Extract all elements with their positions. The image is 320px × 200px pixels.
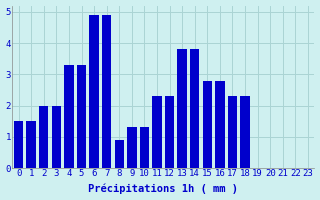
Bar bbox=[152, 96, 162, 168]
Bar bbox=[165, 96, 174, 168]
X-axis label: Précipitations 1h ( mm ): Précipitations 1h ( mm ) bbox=[88, 184, 238, 194]
Bar bbox=[27, 121, 36, 168]
Bar bbox=[140, 127, 149, 168]
Bar bbox=[203, 81, 212, 168]
Bar bbox=[215, 81, 225, 168]
Bar bbox=[89, 15, 99, 168]
Bar bbox=[240, 96, 250, 168]
Bar bbox=[64, 65, 74, 168]
Bar bbox=[127, 127, 137, 168]
Bar bbox=[177, 49, 187, 168]
Bar bbox=[39, 106, 49, 168]
Bar bbox=[228, 96, 237, 168]
Bar bbox=[102, 15, 111, 168]
Bar bbox=[115, 140, 124, 168]
Bar bbox=[190, 49, 199, 168]
Bar bbox=[77, 65, 86, 168]
Bar bbox=[52, 106, 61, 168]
Bar bbox=[14, 121, 23, 168]
